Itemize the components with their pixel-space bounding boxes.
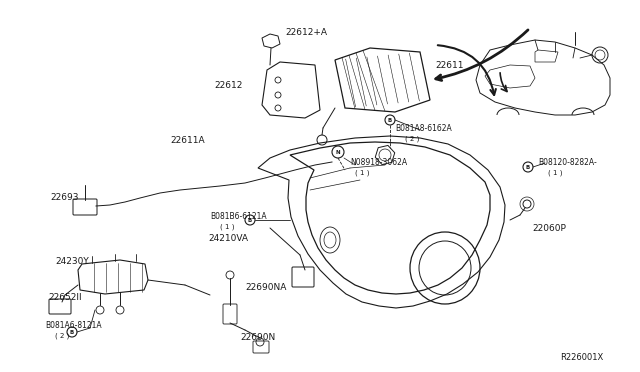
Text: N08918-3062A: N08918-3062A xyxy=(350,157,407,167)
Text: ( 2 ): ( 2 ) xyxy=(405,136,419,142)
Text: 22060P: 22060P xyxy=(532,224,566,232)
Text: B: B xyxy=(70,330,74,334)
Text: 22652II: 22652II xyxy=(48,294,82,302)
Text: 24210VA: 24210VA xyxy=(208,234,248,243)
Text: 22690NA: 22690NA xyxy=(245,283,286,292)
Text: B081A8-6162A: B081A8-6162A xyxy=(395,124,452,132)
Text: 22612+A: 22612+A xyxy=(285,28,327,36)
Text: B081B6-6121A: B081B6-6121A xyxy=(210,212,267,221)
Text: ( 1 ): ( 1 ) xyxy=(548,170,563,176)
Text: ( 2 ): ( 2 ) xyxy=(55,333,69,339)
Text: R226001X: R226001X xyxy=(560,353,604,362)
Text: B081A6-8121A: B081A6-8121A xyxy=(45,321,102,330)
Text: 22612: 22612 xyxy=(214,80,243,90)
Text: 22611: 22611 xyxy=(435,61,463,70)
Text: 24230Y: 24230Y xyxy=(55,257,89,266)
Text: B08120-8282A-: B08120-8282A- xyxy=(538,157,596,167)
Text: B: B xyxy=(248,218,252,222)
Text: ( 1 ): ( 1 ) xyxy=(355,170,369,176)
Text: 22693: 22693 xyxy=(50,192,79,202)
Text: ( 1 ): ( 1 ) xyxy=(220,224,234,230)
Text: 22690N: 22690N xyxy=(240,334,275,343)
Text: N: N xyxy=(336,150,340,154)
Text: B: B xyxy=(388,118,392,122)
Text: B: B xyxy=(526,164,530,170)
Text: 22611A: 22611A xyxy=(170,135,205,144)
